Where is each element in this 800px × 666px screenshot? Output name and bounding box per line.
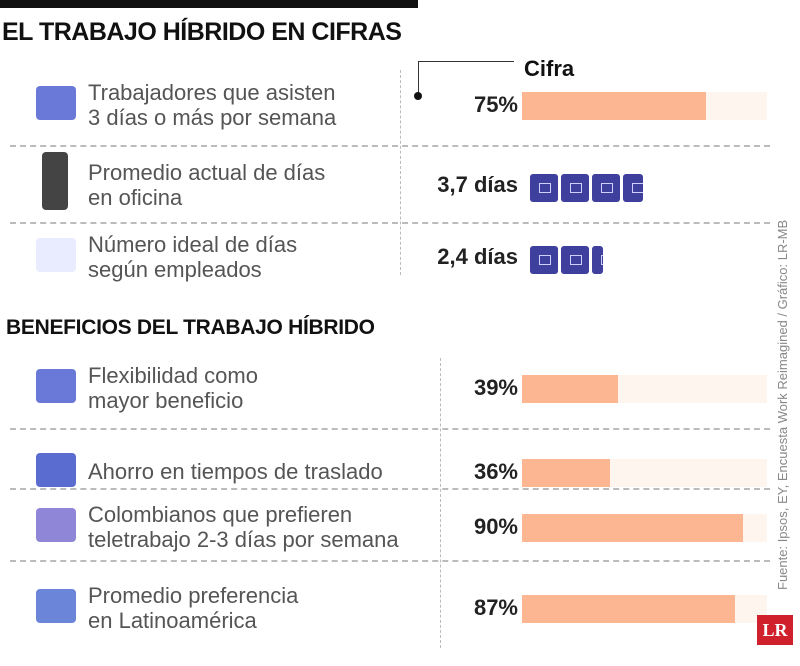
day-mark [561, 174, 589, 202]
bar-track [522, 514, 767, 542]
value-label: 2,4 días [437, 244, 518, 269]
day-mark [530, 246, 558, 274]
email-chat-icon [36, 369, 76, 403]
header-leader-line [418, 61, 514, 96]
value-label: 87% [473, 595, 518, 620]
row-label: Colombianos que prefieren teletrabajo 2-3… [88, 502, 399, 552]
bar-track [522, 595, 767, 623]
row-label: Flexibilidad como mayor beneficio [88, 363, 258, 413]
value-label: 36% [473, 459, 518, 484]
row-divider [10, 145, 770, 147]
bar-fill [522, 92, 706, 120]
lr-logo: LR [757, 615, 793, 645]
value-label: 75% [473, 92, 518, 117]
top-rule [0, 0, 418, 8]
row-label: Trabajadores que asisten 3 días o más por… [88, 80, 337, 130]
column-divider [400, 70, 401, 275]
row-label: Promedio preferencia en Latinoamérica [88, 583, 299, 633]
search-card-icon [36, 589, 76, 623]
row-divider [10, 222, 770, 224]
value-label: 3,7 días [437, 172, 518, 197]
row-divider [10, 560, 770, 562]
row-label: Promedio actual de días en oficina [88, 160, 326, 210]
leader-dot [414, 92, 422, 100]
email-chat-icon [36, 86, 76, 120]
source-note: Fuente: Ipsos, EY, Encuesta Work Reimagi… [775, 219, 790, 590]
smartphone-icon [42, 152, 68, 210]
row-label: Ahorro en tiempos de traslado [88, 459, 383, 484]
value-label: 90% [473, 514, 518, 539]
row-divider [10, 488, 770, 490]
bar-fill [522, 459, 611, 487]
bar-track [522, 92, 767, 120]
section-title: BENEFICIOS DEL TRABAJO HÍBRIDO [6, 316, 375, 339]
value-label: 39% [473, 375, 518, 400]
bar-track [522, 375, 767, 403]
clock-card-icon [36, 453, 76, 487]
row-divider [10, 428, 770, 430]
profile-card-icon [36, 508, 76, 542]
bar-fill [522, 514, 743, 542]
day-mark [623, 174, 643, 202]
bar-fill [522, 375, 618, 403]
column-divider [440, 358, 441, 648]
column-header: Cifra [524, 56, 575, 81]
window-icon [36, 238, 76, 272]
bar-track [522, 459, 767, 487]
page-title: EL TRABAJO HÍBRIDO EN CIFRAS [2, 18, 402, 46]
day-mark [592, 174, 620, 202]
day-mark [530, 174, 558, 202]
day-mark [592, 246, 603, 274]
day-mark [561, 246, 589, 274]
bar-fill [522, 595, 736, 623]
row-label: Número ideal de días según empleados [88, 232, 298, 282]
